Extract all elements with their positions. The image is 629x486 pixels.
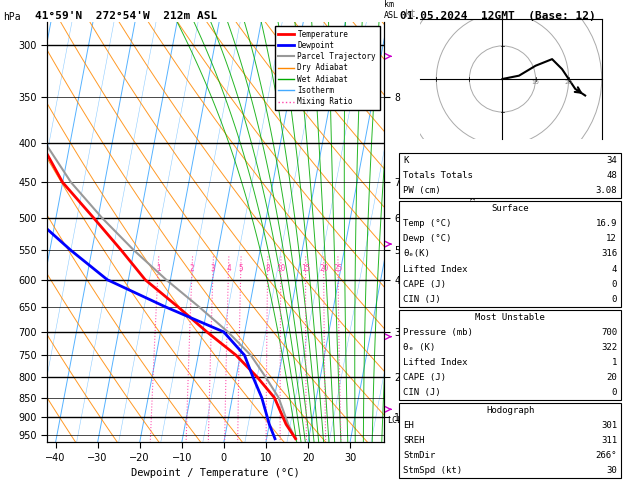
Text: kt: kt	[405, 9, 417, 19]
Text: 700: 700	[601, 328, 617, 337]
Text: 1: 1	[156, 264, 160, 273]
Text: 4: 4	[611, 264, 617, 274]
Text: hPa: hPa	[3, 12, 21, 22]
X-axis label: Dewpoint / Temperature (°C): Dewpoint / Temperature (°C)	[131, 468, 300, 478]
Text: 10: 10	[532, 80, 540, 85]
Text: km
ASL: km ASL	[384, 0, 399, 20]
Text: PW (cm): PW (cm)	[403, 186, 441, 195]
Text: Hodograph: Hodograph	[486, 406, 534, 415]
Text: Dewp (°C): Dewp (°C)	[403, 234, 452, 243]
Text: K: K	[403, 156, 409, 165]
Text: Most Unstable: Most Unstable	[475, 312, 545, 322]
Text: θₑ (K): θₑ (K)	[403, 343, 435, 352]
Text: 10: 10	[276, 264, 286, 273]
Text: CAPE (J): CAPE (J)	[403, 279, 446, 289]
Legend: Temperature, Dewpoint, Parcel Trajectory, Dry Adiabat, Wet Adiabat, Isotherm, Mi: Temperature, Dewpoint, Parcel Trajectory…	[274, 26, 380, 110]
Text: © weatheronline.co.uk: © weatheronline.co.uk	[459, 471, 572, 480]
Text: 8: 8	[265, 264, 270, 273]
Text: EH: EH	[403, 421, 414, 430]
Text: 311: 311	[601, 436, 617, 445]
Text: LCL: LCL	[387, 416, 402, 425]
Text: 01.05.2024  12GMT  (Base: 12): 01.05.2024 12GMT (Base: 12)	[400, 11, 596, 21]
Text: Pressure (mb): Pressure (mb)	[403, 328, 473, 337]
Text: 20: 20	[319, 264, 328, 273]
Text: CIN (J): CIN (J)	[403, 388, 441, 397]
Text: CAPE (J): CAPE (J)	[403, 373, 446, 382]
Text: 48: 48	[606, 171, 617, 180]
Text: 316: 316	[601, 249, 617, 259]
Text: 3: 3	[211, 264, 215, 273]
Text: Surface: Surface	[491, 204, 529, 213]
Text: 5: 5	[238, 264, 243, 273]
Text: 0: 0	[611, 279, 617, 289]
Text: 41°59'N  272°54'W  212m ASL: 41°59'N 272°54'W 212m ASL	[35, 11, 217, 21]
Text: 15: 15	[301, 264, 310, 273]
Text: 322: 322	[601, 343, 617, 352]
Text: 16.9: 16.9	[596, 219, 617, 228]
Text: StmDir: StmDir	[403, 451, 435, 460]
Text: 34: 34	[606, 156, 617, 165]
Text: 2: 2	[190, 264, 194, 273]
Text: Totals Totals: Totals Totals	[403, 171, 473, 180]
Text: 4: 4	[226, 264, 231, 273]
Text: Lifted Index: Lifted Index	[403, 358, 468, 367]
Text: 30: 30	[606, 466, 617, 475]
Text: 12: 12	[606, 234, 617, 243]
Text: 266°: 266°	[596, 451, 617, 460]
Text: Lifted Index: Lifted Index	[403, 264, 468, 274]
Text: CIN (J): CIN (J)	[403, 295, 441, 304]
Text: θₑ(K): θₑ(K)	[403, 249, 430, 259]
Y-axis label: Mixing Ratio (g/kg): Mixing Ratio (g/kg)	[467, 185, 476, 279]
Text: 301: 301	[601, 421, 617, 430]
Text: 25: 25	[333, 264, 343, 273]
Text: 0: 0	[611, 295, 617, 304]
Text: 3.08: 3.08	[596, 186, 617, 195]
Text: SREH: SREH	[403, 436, 425, 445]
Text: StmSpd (kt): StmSpd (kt)	[403, 466, 462, 475]
Text: 20: 20	[606, 373, 617, 382]
Text: 1: 1	[611, 358, 617, 367]
Text: 20: 20	[565, 80, 572, 85]
Text: 0: 0	[611, 388, 617, 397]
Text: Temp (°C): Temp (°C)	[403, 219, 452, 228]
